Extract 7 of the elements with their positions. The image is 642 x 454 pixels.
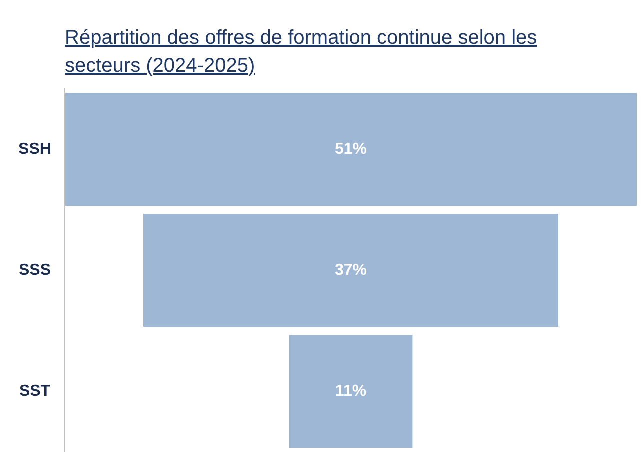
data-label: 51% [334,141,368,158]
text: Répartition des offres de formation continue selon les secteurs (2024-2025) [65,27,538,77]
category-label: SST [19,383,51,400]
category-label: SSH [18,141,52,158]
category-label: SSS [18,262,52,279]
data-label: 37% [334,262,368,279]
data-label: 11% [335,383,367,400]
